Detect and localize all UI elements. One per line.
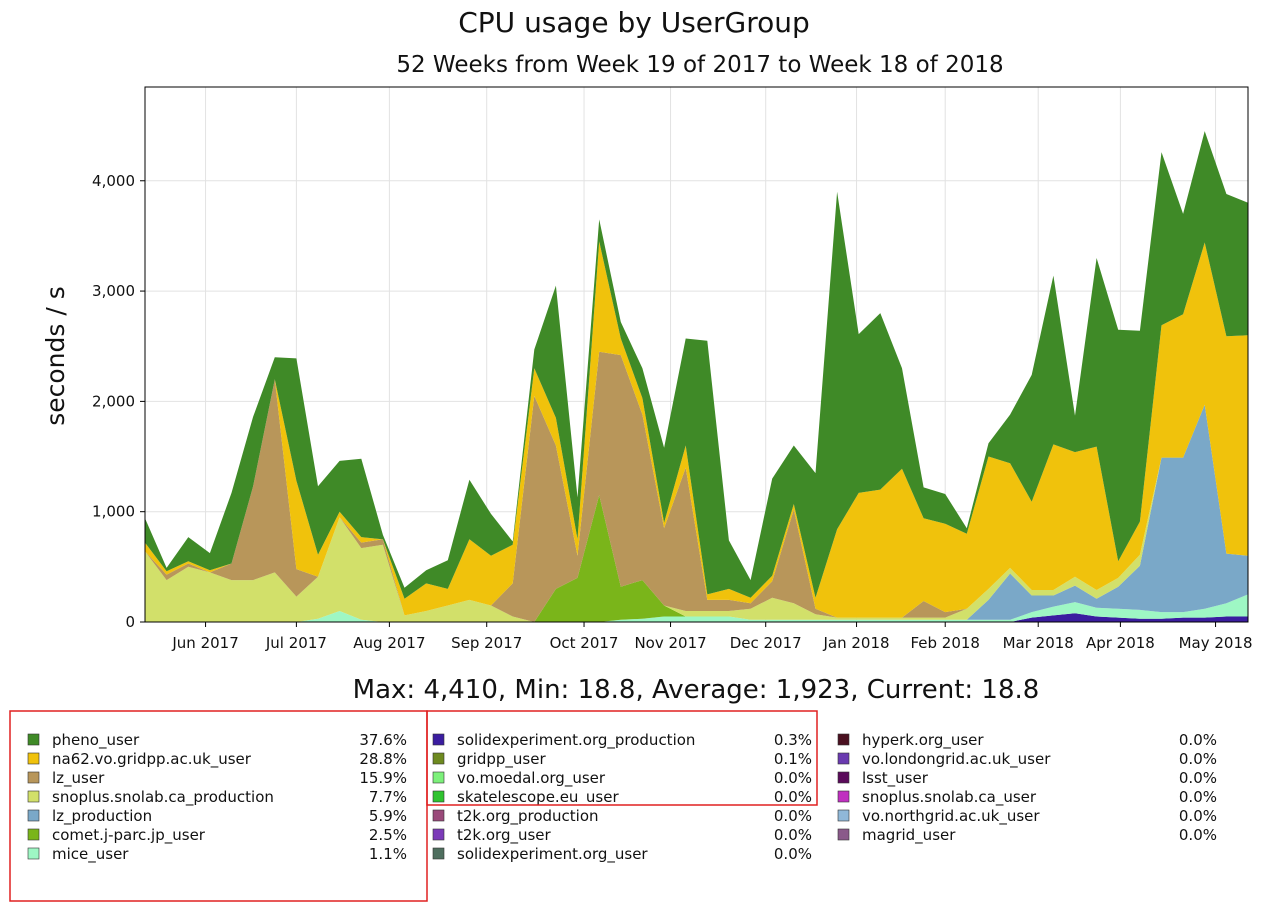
legend-label: na62.vo.gridpp.ac.uk_user xyxy=(52,750,252,769)
legend-swatch xyxy=(27,771,40,784)
area xyxy=(145,404,1248,622)
legend-swatch xyxy=(27,790,40,803)
legend-swatch xyxy=(27,809,40,822)
legend-percent: 0.0% xyxy=(774,769,812,787)
legend-percent: 0.0% xyxy=(774,845,812,863)
legend-percent: 5.9% xyxy=(369,807,407,825)
x-tick-label: Apr 2018 xyxy=(1086,634,1155,652)
legend-swatch xyxy=(432,752,445,765)
x-tick-label: Jun 2017 xyxy=(171,634,238,652)
legend-label: t2k.org_production xyxy=(457,807,599,826)
area xyxy=(145,351,1248,622)
legend-percent: 28.8% xyxy=(359,750,407,768)
legend-label: t2k.org_user xyxy=(457,826,552,845)
x-tick-label: Aug 2017 xyxy=(353,634,425,652)
legend-swatch xyxy=(27,847,40,860)
legend-label: magrid_user xyxy=(862,826,956,845)
legend-percent: 0.0% xyxy=(774,788,812,806)
stats: Max: 4,410, Min: 18.8, Average: 1,923, C… xyxy=(353,675,1040,705)
highlight-box xyxy=(426,710,818,806)
legend-label: pheno_user xyxy=(52,731,140,750)
legend-swatch xyxy=(27,752,40,765)
area xyxy=(145,131,1248,599)
legend-swatch xyxy=(432,733,445,746)
area xyxy=(145,241,1248,618)
legend-percent: 0.0% xyxy=(1179,826,1217,844)
legend-label: vo.moedal.org_user xyxy=(457,769,606,788)
legend-label: vo.northgrid.ac.uk_user xyxy=(862,807,1040,826)
chart-title: CPU usage by UserGroup xyxy=(458,6,810,39)
legend-label: hyperk.org_user xyxy=(862,731,984,750)
legend-percent: 0.0% xyxy=(1179,731,1217,749)
area xyxy=(145,613,1248,622)
legend-label: solidexperiment.org_production xyxy=(457,731,695,750)
x-tick-label: Mar 2018 xyxy=(1003,634,1074,652)
area xyxy=(145,404,1248,622)
legend-label: vo.londongrid.ac.uk_user xyxy=(862,750,1051,769)
x-tick-label: May 2018 xyxy=(1179,634,1253,652)
plot-area: 0 1,000 2,000 3,000 4,000 Jun 2017 Jul 2017 Aug… xyxy=(92,86,1253,652)
legend-label: snoplus.snolab.ca_user xyxy=(862,788,1037,807)
legend-swatch xyxy=(27,828,40,841)
legend-label: lsst_user xyxy=(862,769,929,788)
legend-percent: 2.5% xyxy=(369,826,407,844)
x-tick-label: Sep 2017 xyxy=(451,634,522,652)
chart-subtitle: 52 Weeks from Week 19 of 2017 to Week 18… xyxy=(396,52,1003,78)
legend-swatch xyxy=(837,771,850,784)
y-tick-label: 3,000 xyxy=(92,282,135,300)
legend-percent: 0.0% xyxy=(774,826,812,844)
legend-percent: 0.0% xyxy=(774,807,812,825)
legend-label: comet.j-parc.jp_user xyxy=(52,826,206,845)
x-tick-label: Jul 2017 xyxy=(265,634,327,652)
highlight-box xyxy=(9,710,428,902)
legend-label: snoplus.snolab.ca_production xyxy=(52,788,274,807)
legend-swatch xyxy=(837,828,850,841)
legend-label: gridpp_user xyxy=(457,750,546,769)
legend-percent: 0.0% xyxy=(1179,769,1217,787)
legend-swatch xyxy=(837,733,850,746)
legend-percent: 0.0% xyxy=(1179,788,1217,806)
y-tick-label: 1,000 xyxy=(92,503,135,521)
y-tick-label: 4,000 xyxy=(92,172,135,190)
y-tick-label: 0 xyxy=(125,613,135,631)
x-tick-label: Dec 2017 xyxy=(730,634,802,652)
legend-swatch xyxy=(837,752,850,765)
plot-frame xyxy=(144,86,1249,623)
legend-swatch xyxy=(432,771,445,784)
legend-swatch xyxy=(837,790,850,803)
legend-percent: 37.6% xyxy=(359,731,407,749)
legend-percent: 7.7% xyxy=(369,788,407,806)
legend-percent: 0.3% xyxy=(774,731,812,749)
legend-swatch xyxy=(432,828,445,841)
y-axis-label: seconds / s xyxy=(41,286,70,426)
y-tick-label: 2,000 xyxy=(92,392,135,410)
legend-label: skatelescope.eu_user xyxy=(457,788,619,807)
legend-swatch xyxy=(432,809,445,822)
x-tick-label: Jan 2018 xyxy=(823,634,890,652)
legend-percent: 0.0% xyxy=(1179,750,1217,768)
x-tick-label: Nov 2017 xyxy=(634,634,706,652)
legend-label: mice_user xyxy=(52,845,129,864)
legend-label: solidexperiment.org_user xyxy=(457,845,648,864)
x-tick-label: Oct 2017 xyxy=(550,634,619,652)
legend-percent: 1.1% xyxy=(369,845,407,863)
legend-label: lz_production xyxy=(52,807,152,826)
legend-percent: 0.0% xyxy=(1179,807,1217,825)
legend-swatch xyxy=(432,790,445,803)
legend-percent: 15.9% xyxy=(359,769,407,787)
legend-label: lz_user xyxy=(52,769,105,788)
legend: pheno_user 37.6% na62.vo.gridpp.ac.uk_user… xyxy=(27,731,1217,864)
legend-swatch xyxy=(837,809,850,822)
legend-swatch xyxy=(27,733,40,746)
legend-percent: 0.1% xyxy=(774,750,812,768)
x-tick-label: Feb 2018 xyxy=(910,634,980,652)
legend-swatch xyxy=(432,847,445,860)
